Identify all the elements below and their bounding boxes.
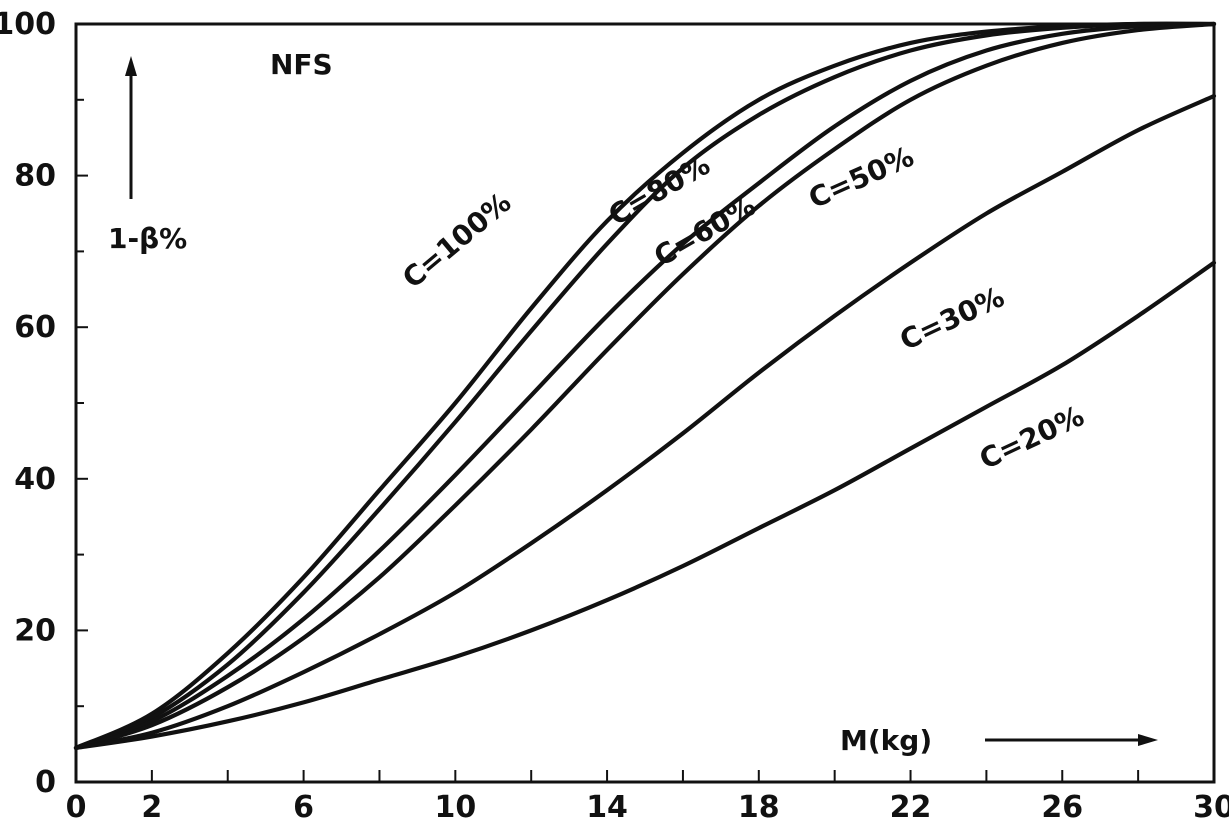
x-tick-label: 2 [141,790,162,825]
x-tick-label: 22 [890,790,932,825]
annotations-layer: NFS 1-β% M(kg) [108,48,1158,757]
x-tick-label: 6 [293,790,314,825]
y-tick-label: 100 [0,7,56,42]
series-line-c-20-percent [73,260,1217,750]
chart-annotation-nfs: NFS [270,48,333,81]
series-label-c-30-percent: C=30% [895,280,1010,357]
x-axis-label: M(kg) [840,724,932,757]
x-tick-label: 26 [1041,790,1083,825]
x-tick-label: 18 [738,790,780,825]
y-tick-label: 20 [14,613,56,648]
series-line-c-100-percent [73,21,1217,750]
x-tick-label: 0 [66,790,87,825]
series-label-c-50-percent: C=50% [804,140,919,215]
y-tick-label: 60 [14,310,56,345]
x-tick-label: 30 [1193,790,1229,825]
axes-layer [74,22,1216,784]
series-line-c-50-percent [73,21,1217,750]
x-axis-arrow-head [1138,734,1158,746]
y-axis-arrow-head [125,56,137,76]
plot-frame [74,22,1216,784]
series-line-c-30-percent [73,93,1217,750]
x-tick-label: 14 [586,790,628,825]
series-line-c-80-percent [73,21,1217,750]
series-line-c-60-percent [73,21,1217,750]
curves-layer [73,21,1217,750]
y-axis-label: 1-β% [108,222,187,255]
ticks-layer [76,98,1140,782]
y-tick-label: 80 [14,159,56,194]
series-label-c-100-percent: C=100% [396,186,517,295]
series-label-c-20-percent: C=20% [974,399,1089,476]
y-tick-label: 40 [14,462,56,497]
y-tick-label: 0 [35,765,56,800]
x-tick-label: 10 [434,790,476,825]
